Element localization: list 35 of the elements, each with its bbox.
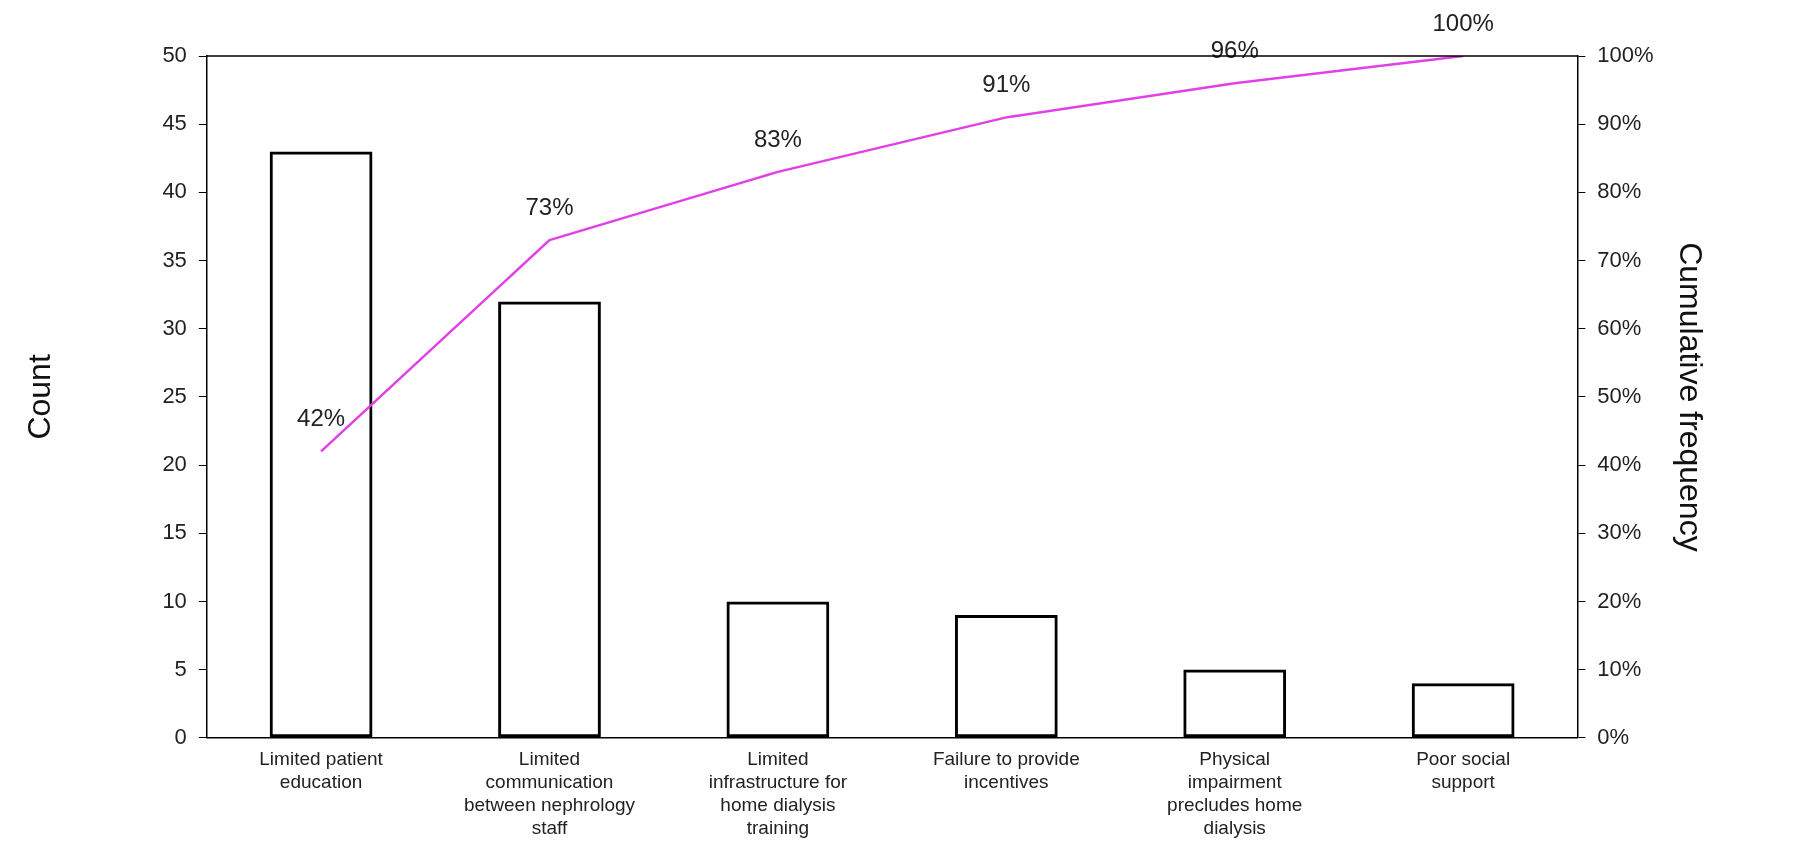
- y-tick-label: 10: [162, 587, 187, 613]
- x-tick-label: Limited infrastructure for home dialysis training: [708, 748, 848, 838]
- y2-tick-label: 90%: [1597, 110, 1642, 136]
- y-tick-label: 5: [174, 655, 187, 681]
- y-tick-label: 45: [162, 110, 187, 136]
- y-tick-label: 0: [174, 723, 187, 749]
- y2-tick-label: 70%: [1597, 246, 1642, 272]
- y2-tick-label: 20%: [1597, 587, 1642, 613]
- y-tick-label: 30: [162, 314, 187, 340]
- data-label: 83%: [753, 124, 802, 152]
- y-tick-label: 50: [162, 42, 187, 68]
- x-tick-label: Poor social support: [1416, 748, 1511, 793]
- x-tick-label: Failure to provide incentives: [932, 748, 1080, 793]
- y-tick-label: 15: [162, 519, 187, 545]
- data-label: 100%: [1432, 8, 1494, 36]
- data-label: 42%: [297, 404, 346, 432]
- y-tick-label: 20: [162, 451, 187, 477]
- y2-tick-label: 100%: [1597, 42, 1654, 68]
- x-tick-label: Physical impairment precludes home dialysis: [1167, 748, 1303, 838]
- x-tick-label: Limited communication between nephrology staff: [463, 748, 636, 838]
- y2-tick-label: 50%: [1597, 382, 1642, 408]
- y-tick-label: 35: [162, 246, 187, 272]
- y2-tick-label: 40%: [1597, 451, 1642, 477]
- y2-tick-label: 60%: [1597, 314, 1642, 340]
- y-axis-title: Count: [21, 354, 58, 440]
- y2-axis-title: Cumulative frequency: [1672, 242, 1709, 552]
- y2-tick-label: 80%: [1597, 178, 1642, 204]
- x-tick-label: Limited patient education: [259, 748, 384, 793]
- y2-tick-label: 0%: [1597, 723, 1630, 749]
- y-tick-label: 40: [162, 178, 187, 204]
- y2-tick-label: 10%: [1597, 655, 1642, 681]
- data-label: 91%: [982, 69, 1031, 97]
- data-label: 73%: [525, 192, 574, 220]
- y-tick-label: 25: [162, 382, 187, 408]
- y2-tick-label: 30%: [1597, 519, 1642, 545]
